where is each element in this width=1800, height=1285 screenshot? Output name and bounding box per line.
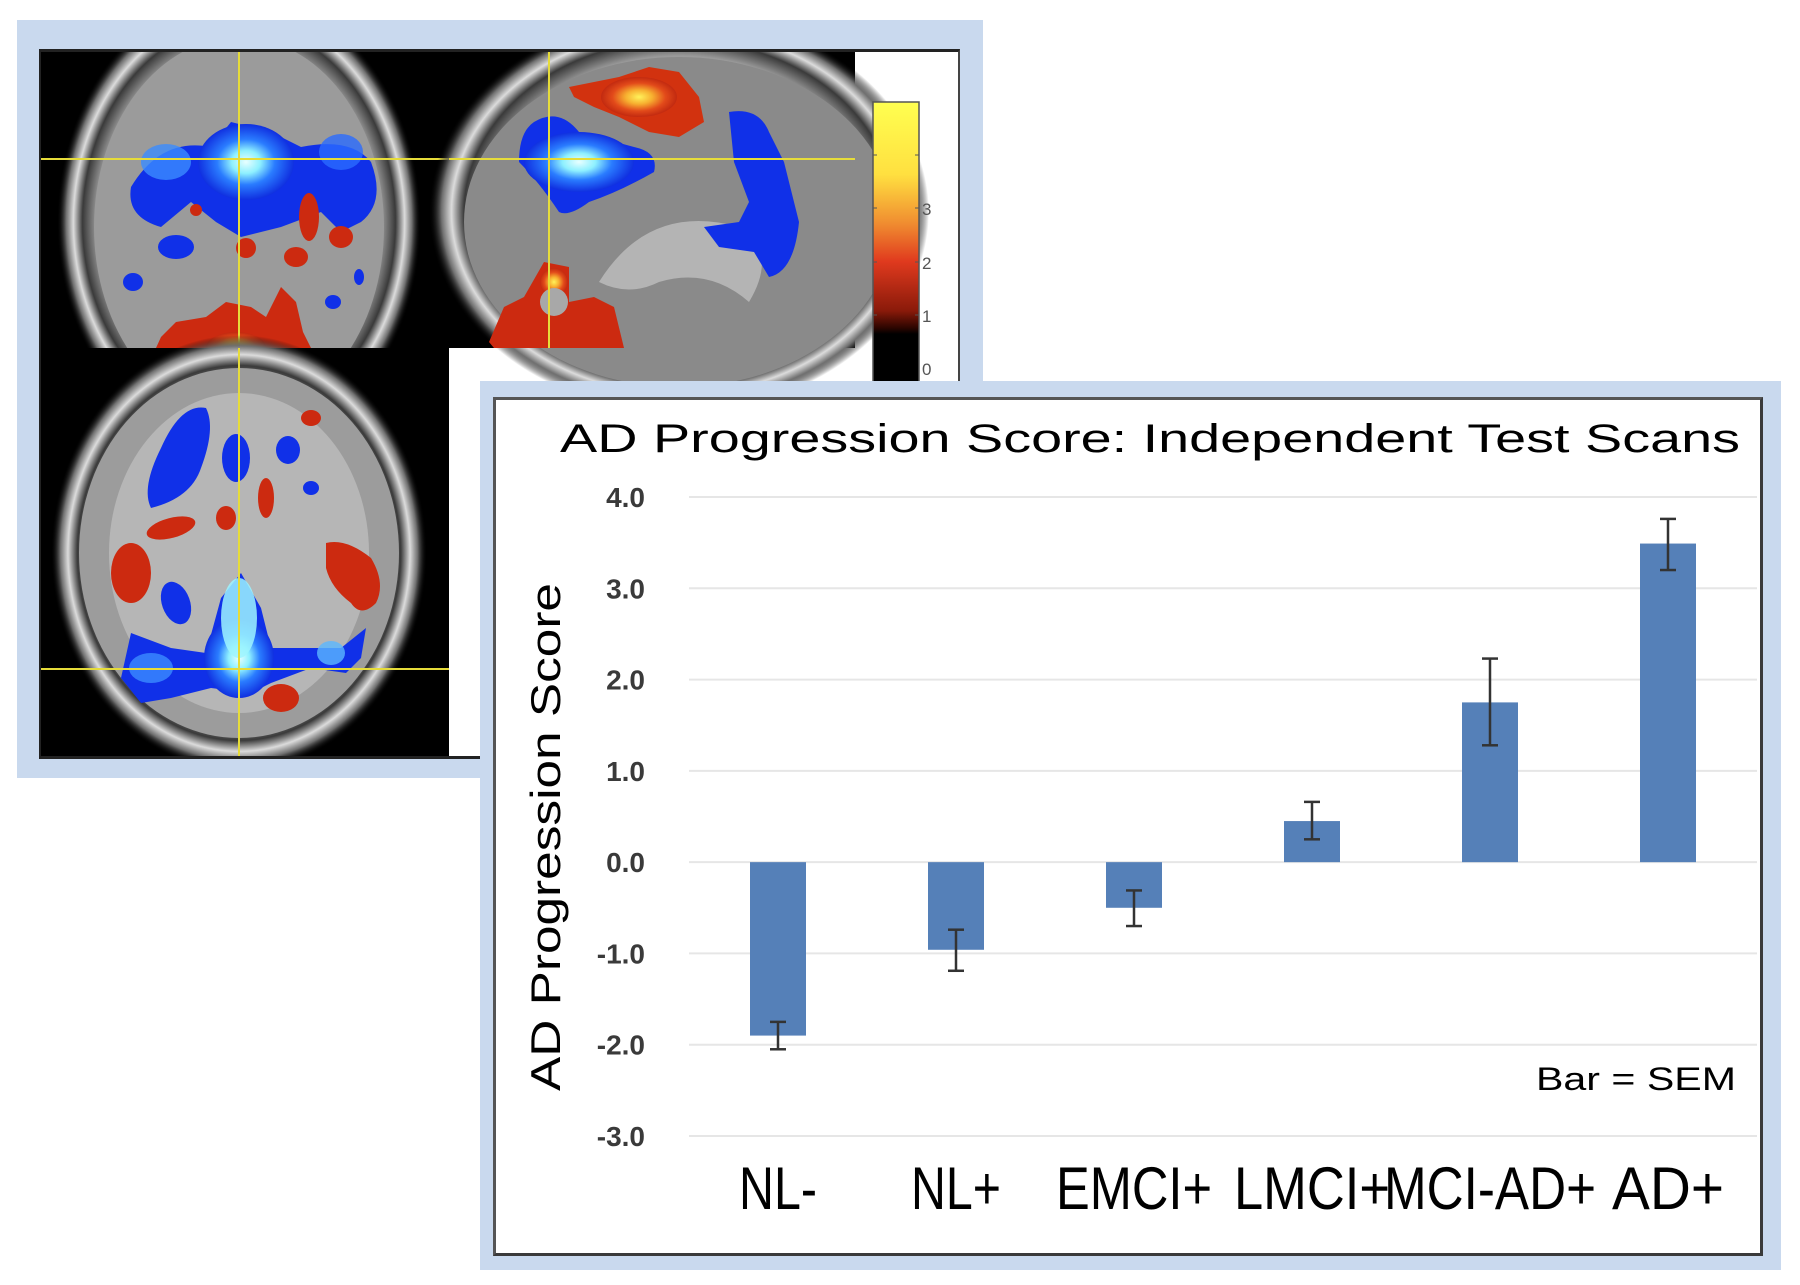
- error-bar: [1126, 889, 1142, 928]
- bar-chart: AD Progression Score: Independent Test S…: [522, 417, 1757, 1222]
- chart-title: AD Progression Score: Independent Test S…: [560, 417, 1740, 461]
- bar: [750, 862, 806, 1036]
- y-tick-label: 2.0: [606, 665, 645, 696]
- y-axis-ticks: 4.0 3.0 2.0 1.0 0.0 -1.0 -2.0 -3.0: [597, 482, 645, 1152]
- error-bar: [770, 1020, 786, 1051]
- error-bar: [948, 928, 964, 973]
- colorbar-tick-label: 0: [922, 360, 931, 379]
- sagittal-slice: [429, 52, 929, 412]
- colorbar-tick-label: 1: [922, 307, 931, 326]
- colorbar-tick-label: 3: [922, 200, 931, 219]
- error-bar: [1482, 657, 1498, 747]
- chart-panel: AD Progression Score: Independent Test S…: [493, 397, 1763, 1256]
- y-tick-label: 4.0: [606, 482, 645, 513]
- y-tick-label: -2.0: [597, 1030, 645, 1061]
- sem-annotation: Bar = SEM: [1536, 1061, 1736, 1097]
- gridlines: [689, 496, 1757, 1137]
- colorbar-gradient: [872, 101, 920, 393]
- y-tick-label: 3.0: [606, 573, 645, 604]
- colorbar: 3 2 1 0: [872, 101, 931, 393]
- x-tick-label: NL+: [911, 1155, 1001, 1222]
- error-bar: [1304, 800, 1320, 841]
- bar: [1640, 543, 1696, 863]
- x-tick-label: LMCI+: [1234, 1155, 1390, 1222]
- y-tick-label: 1.0: [606, 756, 645, 787]
- error-bars: [770, 517, 1676, 1051]
- x-tick-label: NL-: [739, 1155, 817, 1222]
- x-tick-label: EMCI+: [1056, 1155, 1212, 1222]
- brain-scans: 3 2 1 0: [41, 52, 931, 756]
- bars: [750, 543, 1696, 1036]
- y-tick-label: 0.0: [606, 847, 645, 878]
- x-tick-label: AD+: [1612, 1155, 1724, 1222]
- y-axis-label: AD Progression Score: [522, 583, 569, 1091]
- x-tick-label: MCI-AD+: [1384, 1155, 1596, 1222]
- x-axis-ticks: NL- NL+ EMCI+ LMCI+MCI-AD+ AD+: [739, 1155, 1724, 1222]
- error-bar: [1660, 517, 1676, 572]
- y-tick-label: -1.0: [597, 938, 645, 969]
- y-tick-label: -3.0: [597, 1121, 645, 1152]
- chart-frame: AD Progression Score: Independent Test S…: [480, 381, 1781, 1270]
- axial-slice-bottom: [41, 335, 449, 756]
- colorbar-tick-label: 2: [922, 254, 931, 273]
